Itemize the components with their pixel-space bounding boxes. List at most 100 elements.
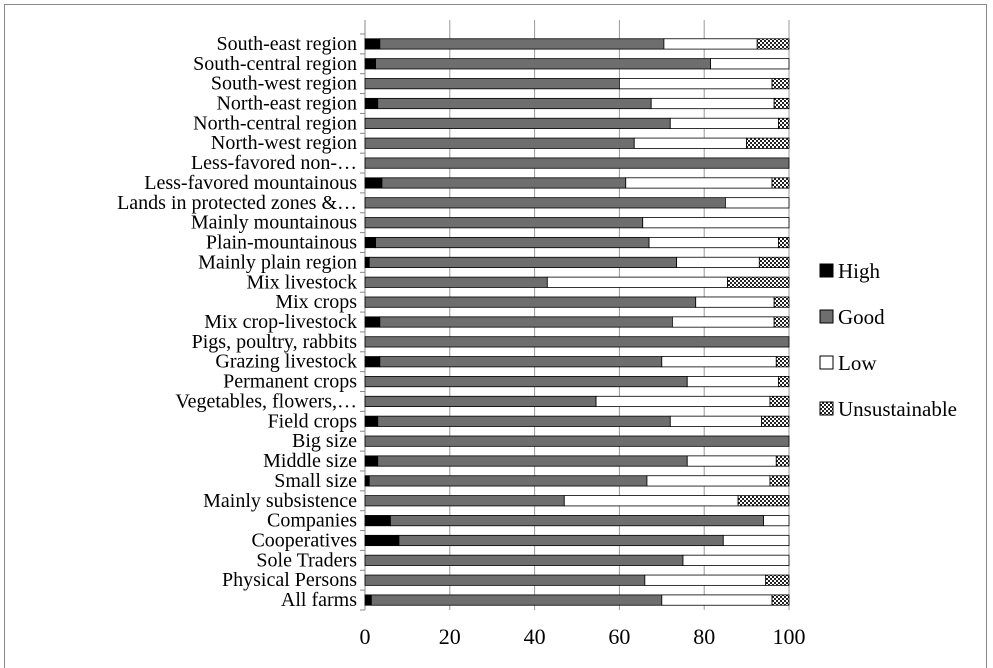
bar-good-physical-persons	[364, 574, 646, 586]
bar-low-south-west-region	[619, 78, 773, 90]
bar-good-pigs-poultry-rabbits	[364, 336, 790, 348]
bar-low-less-favored-mountainous	[625, 177, 773, 189]
bar-unsustainable-mix-crop-livestock	[773, 316, 790, 328]
category-label: North-east region	[216, 93, 357, 115]
x-tick-label: 20	[439, 624, 461, 649]
bar-unsustainable-mix-crops	[773, 296, 790, 308]
bar-low-grazing-livestock	[661, 356, 777, 368]
bar-high-mix-crop-livestock	[364, 316, 381, 328]
bar-good-less-favored-non	[364, 157, 790, 169]
bar-low-companies	[763, 515, 790, 527]
bar-good-mix-crops	[364, 296, 697, 308]
bar-good-field-crops	[377, 415, 671, 427]
bar-high-middle-size	[364, 455, 379, 467]
bar-high-grazing-livestock	[364, 356, 381, 368]
bar-unsustainable-grazing-livestock	[775, 356, 790, 368]
category-label: Pigs, poultry, rabbits	[192, 331, 358, 353]
category-label: Middle size	[263, 450, 357, 472]
bar-high-south-central-region	[364, 58, 377, 70]
category-label: Field crops	[268, 410, 358, 432]
bar-unsustainable-less-favored-mountainous	[771, 177, 790, 189]
bar-unsustainable-permanent-crops	[778, 376, 790, 388]
bar-low-vegetables-flowers	[595, 395, 771, 408]
category-label: North-west region	[211, 132, 357, 154]
bar-unsustainable-middle-size	[775, 455, 790, 467]
bar-high-south-east-region	[364, 38, 381, 50]
bar-good-mainly-plain-region	[368, 256, 678, 268]
bar-low-small-size	[646, 475, 771, 487]
bar-unsustainable-field-crops	[761, 415, 790, 427]
x-tick-label: 0	[360, 624, 371, 649]
bar-good-grazing-livestock	[379, 356, 663, 368]
legend-swatch-good	[819, 309, 834, 324]
bar-unsustainable-plain-mountainous	[778, 236, 790, 249]
bar-low-south-central-region	[710, 58, 790, 70]
category-label: Permanent crops	[223, 371, 357, 393]
x-tick-labels: 0 20 40 60 80 100	[360, 624, 806, 649]
bar-good-north-west-region	[364, 137, 635, 149]
bar-high-companies	[364, 515, 391, 527]
x-tick-label: 80	[693, 624, 715, 649]
bar-low-south-east-region	[663, 38, 758, 50]
bar-low-sole-traders	[682, 554, 790, 566]
category-label: Companies	[267, 510, 357, 532]
bar-good-south-west-region	[364, 78, 620, 90]
bar-low-mix-crops	[695, 296, 775, 308]
x-tick-label: 100	[773, 624, 806, 649]
bar-low-plain-mountainous	[648, 236, 779, 249]
bar-unsustainable-south-east-region	[756, 38, 790, 50]
bar-low-north-east-region	[650, 97, 775, 110]
bar-good-mix-livestock	[364, 276, 548, 288]
bar-unsustainable-mainly-plain-region	[758, 256, 790, 268]
bar-low-north-west-region	[633, 137, 747, 149]
category-label: Less-favored non-…	[191, 152, 357, 174]
bar-good-north-central-region	[364, 117, 671, 129]
bar-low-mix-crop-livestock	[672, 316, 775, 328]
category-label: Mainly subsistence	[203, 490, 357, 512]
category-label: Mix crops	[275, 291, 357, 313]
bar-good-plain-mountainous	[375, 236, 650, 249]
category-label: Lands in protected zones &…	[117, 192, 357, 214]
bar-good-cooperatives	[398, 534, 724, 547]
bar-unsustainable-north-west-region	[746, 137, 790, 149]
bar-low-mainly-plain-region	[676, 256, 760, 268]
bar-good-sole-traders	[364, 554, 684, 566]
bar-unsustainable-north-central-region	[778, 117, 790, 129]
bar-good-south-east-region	[379, 38, 665, 50]
bar-low-mainly-subsistence	[563, 495, 739, 507]
category-label: Mainly plain region	[198, 251, 357, 273]
category-label: Physical Persons	[222, 569, 357, 591]
legend-label-good: Good	[838, 305, 885, 329]
bar-unsustainable-physical-persons	[765, 574, 790, 586]
bars-group	[364, 38, 790, 606]
category-label: Plain-mountainous	[206, 232, 357, 254]
bar-good-mainly-subsistence	[364, 495, 565, 507]
bar-low-mix-livestock	[546, 276, 728, 288]
bar-unsustainable-south-west-region	[771, 78, 790, 90]
legend-label-low: Low	[838, 351, 877, 375]
category-label: Grazing livestock	[215, 351, 357, 373]
legend-swatch-high	[819, 263, 834, 278]
bar-good-middle-size	[377, 455, 688, 467]
bar-good-less-favored-mountainous	[381, 177, 627, 189]
bar-high-mainly-plain-region	[364, 256, 370, 268]
bar-unsustainable-vegetables-flowers	[769, 395, 790, 408]
category-label: South-east region	[216, 33, 357, 55]
bar-high-north-east-region	[364, 97, 379, 110]
category-label: Mainly mountainous	[191, 212, 357, 234]
bar-good-vegetables-flowers	[364, 395, 597, 408]
bar-good-north-east-region	[377, 97, 652, 110]
bar-good-companies	[390, 515, 764, 527]
category-label: South-central region	[193, 53, 357, 75]
x-tick-label: 60	[608, 624, 630, 649]
bar-unsustainable-small-size	[769, 475, 790, 487]
category-label: Sole Traders	[256, 549, 357, 571]
bar-high-plain-mountainous	[364, 236, 377, 249]
bar-good-south-central-region	[375, 58, 711, 70]
legend-swatch-unsustainable	[819, 401, 834, 416]
bar-high-all-farms	[364, 594, 372, 606]
bar-good-small-size	[368, 475, 648, 487]
category-label: Cooperatives	[251, 529, 357, 551]
